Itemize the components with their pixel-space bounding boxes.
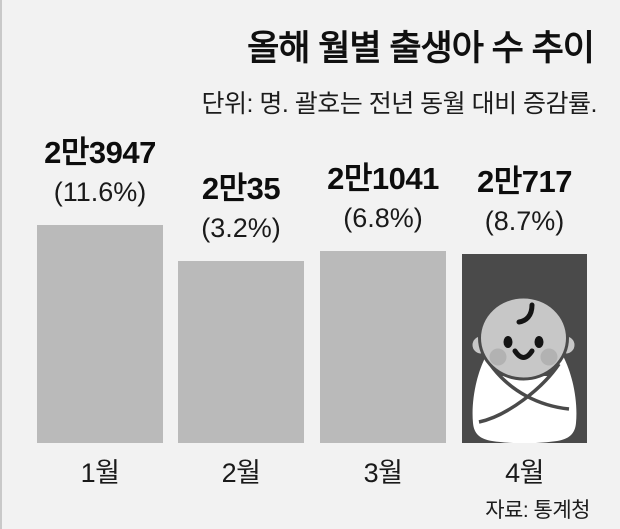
x-axis-label-feb: 2월 (221, 458, 261, 488)
bar-labels-mar: 2만1041 (6.8%) (327, 159, 439, 237)
chart-subtitle: 단위: 명. 괄호는 전년 동월 대비 증감률. (201, 90, 597, 118)
bar-value-label: 2만35 (201, 171, 281, 206)
bar-column-feb: 2만35 (3.2%) 2월 (178, 169, 304, 488)
bar-value-label: 2만3947 (44, 135, 156, 170)
bar-feb (178, 261, 304, 443)
bar-yoy-label: (6.8%) (343, 203, 423, 233)
bar-mar (320, 251, 446, 443)
bar-yoy-label: (11.6%) (53, 177, 147, 207)
x-axis-label-apr: 4월 (505, 458, 544, 488)
bar-labels-apr: 2만717 (8.7%) (477, 162, 572, 240)
bar-column-mar: 2만1041 (6.8%) 3월 (320, 159, 446, 488)
bar-labels-jan: 2만3947 (11.6%) (44, 133, 156, 211)
bar-column-apr: 2만717 (8.7%) (462, 162, 587, 488)
left-edge-line (0, 0, 2, 529)
bar-yoy-label: (8.7%) (484, 206, 565, 236)
x-axis-label-mar: 3월 (363, 458, 403, 488)
source-credit: 자료: 통계청 (485, 499, 590, 522)
swaddled-baby-illustration (469, 295, 578, 443)
bar-value-label: 2만717 (477, 164, 572, 199)
bar-value-label: 2만1041 (327, 161, 439, 196)
bar-apr-highlighted (462, 254, 587, 443)
bar-labels-feb: 2만35 (3.2%) (201, 169, 281, 247)
chart-title: 올해 월별 출생아 수 추이 (247, 29, 595, 68)
bar-jan (37, 225, 163, 443)
x-axis-label-jan: 1월 (80, 458, 120, 488)
bar-column-jan: 2만3947 (11.6%) 1월 (37, 133, 163, 488)
bar-yoy-label: (3.2%) (201, 213, 281, 243)
